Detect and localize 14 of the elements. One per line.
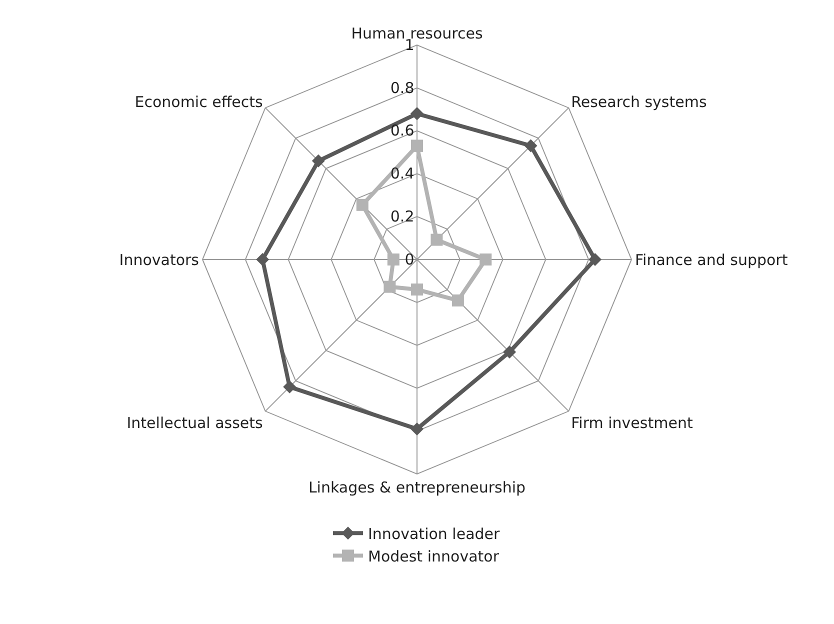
legend-label: Innovation leader bbox=[368, 525, 501, 543]
spoke-label: Economic effects bbox=[134, 92, 264, 111]
spoke-label: Innovators bbox=[119, 250, 200, 269]
y-tick-label: 0.6 bbox=[390, 122, 414, 140]
spoke-label: Research systems bbox=[571, 92, 707, 111]
spoke-label: Finance and support bbox=[635, 250, 788, 269]
spoke-label: Linkages & entrepreneurship bbox=[308, 478, 526, 496]
y-tick-label: 0.4 bbox=[390, 164, 414, 183]
y-tick-label: 0.8 bbox=[390, 78, 414, 97]
y-tick-label: 0 bbox=[404, 250, 414, 268]
legend-label: Modest innovator bbox=[368, 548, 500, 566]
spoke-label: Intellectual assets bbox=[126, 414, 264, 432]
y-tick-label: 0.2 bbox=[390, 207, 414, 226]
spoke-label: Firm investment bbox=[571, 414, 693, 432]
